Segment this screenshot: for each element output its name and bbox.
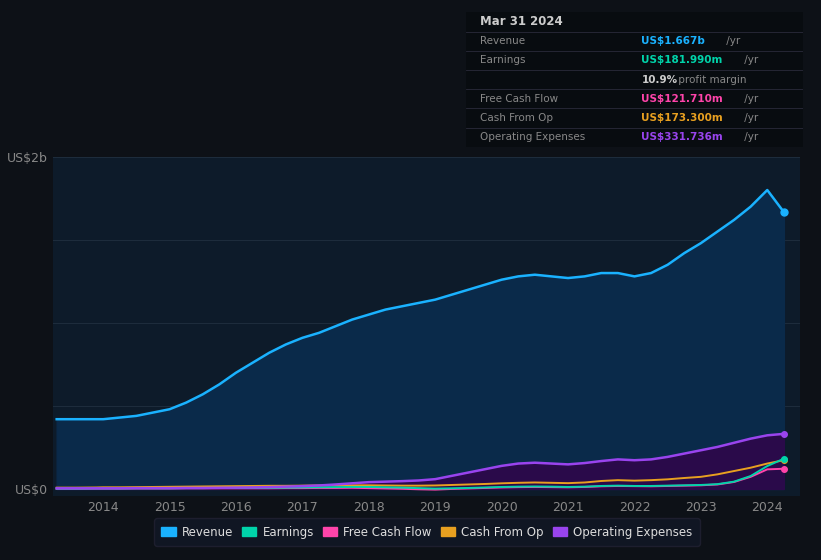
Text: /yr: /yr [741,55,759,66]
Text: 10.9%: 10.9% [641,74,677,85]
Text: Free Cash Flow: Free Cash Flow [479,94,558,104]
Text: Cash From Op: Cash From Op [479,113,553,123]
Text: US$1.667b: US$1.667b [641,36,705,46]
Text: US$173.300m: US$173.300m [641,113,723,123]
Text: Mar 31 2024: Mar 31 2024 [479,16,562,29]
Text: US$181.990m: US$181.990m [641,55,722,66]
Text: /yr: /yr [741,132,759,142]
Text: /yr: /yr [741,94,759,104]
Text: Operating Expenses: Operating Expenses [479,132,585,142]
Text: /yr: /yr [741,113,759,123]
Text: Revenue: Revenue [479,36,525,46]
Text: Earnings: Earnings [479,55,525,66]
Text: /yr: /yr [723,36,741,46]
Text: profit margin: profit margin [675,74,746,85]
Legend: Revenue, Earnings, Free Cash Flow, Cash From Op, Operating Expenses: Revenue, Earnings, Free Cash Flow, Cash … [154,519,699,545]
Text: US$331.736m: US$331.736m [641,132,723,142]
Text: US$121.710m: US$121.710m [641,94,723,104]
